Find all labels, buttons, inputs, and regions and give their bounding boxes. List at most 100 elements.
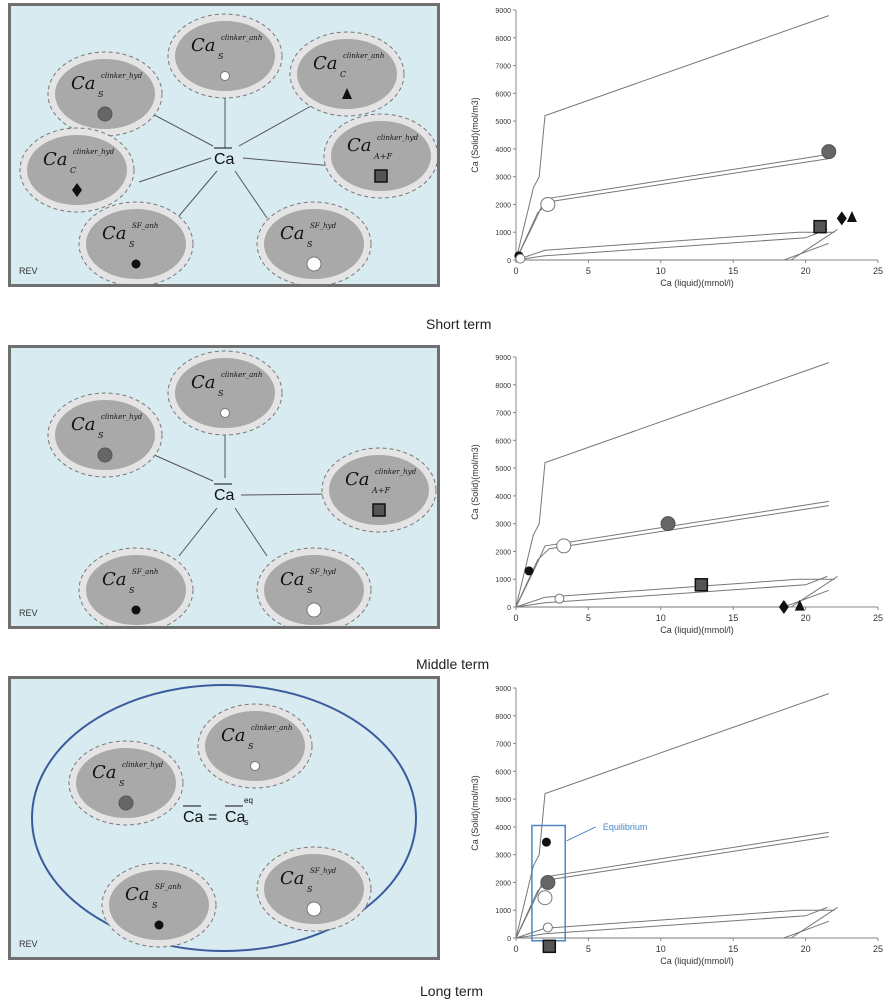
phase-subscript: C [340, 70, 346, 79]
phase-superscript: SF_anh [132, 222, 158, 230]
phase-label: Ca [280, 868, 305, 889]
plot-long: 0 1000 2000 3000 4000 5000 6000 7000 8000 9000 0 5 1… [464, 680, 884, 980]
y-tick-label: 2000 [495, 202, 511, 209]
circle-black-marker [154, 920, 164, 930]
y-tick-label: 7000 [495, 64, 511, 71]
svg-text:eq: eq [244, 796, 253, 805]
caption-long: Long term [420, 983, 484, 999]
equilibrium-label: Equilibrium [603, 822, 648, 832]
phase-label: Ca [347, 135, 372, 156]
y-tick-label: 3000 [495, 522, 511, 529]
x-tick-label: 20 [801, 266, 811, 276]
phase-superscript: clinker_hyd [122, 761, 164, 769]
circle-black-marker [131, 259, 141, 269]
arrows [138, 98, 334, 219]
equilibrium-ellipse [31, 684, 417, 952]
circle-white-marker [306, 256, 322, 272]
phase-superscript: clinker_hyd [101, 413, 143, 421]
axes: 0 1000 2000 3000 4000 5000 6000 7000 8000 9000 0 5 1… [495, 8, 883, 276]
phase-subscript: S [119, 779, 125, 788]
rev-label: REV [19, 266, 38, 276]
equilibrium-curve [515, 500, 829, 608]
rev-label: REV [19, 939, 38, 949]
phase-ellipse-afp-hyd: Ca clinker_hyd A+F [323, 113, 437, 199]
y-tick-label: 9000 [495, 686, 511, 693]
circle-white-marker [306, 602, 322, 618]
circle-white-small-marker [250, 761, 260, 771]
equilibrium-curve [523, 920, 829, 939]
phase-superscript: clinker_anh [221, 371, 262, 379]
equilibrium-curve [515, 362, 829, 608]
y-tick-label: 3000 [495, 175, 511, 182]
equilibrium-curve [515, 228, 828, 261]
phase-ellipse-clinker-hyd: Ca clinker_hyd S [68, 740, 184, 826]
caption-short: Short term [426, 316, 492, 332]
equilibrium-curve [523, 242, 829, 261]
arrows [142, 432, 334, 557]
x-tick-label: 25 [873, 266, 883, 276]
equilibrium-curve [515, 153, 829, 261]
phase-superscript: clinker_anh [251, 724, 292, 732]
y-tick-label: 4000 [495, 147, 511, 154]
square-marker [694, 578, 709, 592]
phase-label: Ca [191, 372, 216, 393]
equilibrium-curve [515, 15, 829, 261]
y-tick-label: 4000 [495, 825, 511, 832]
phase-subscript: S [307, 586, 313, 595]
circle-gray-marker [97, 106, 113, 122]
equilibrium-curve [515, 575, 828, 608]
x-axis-label: Ca (liquid)(mmol/l) [660, 625, 734, 635]
circle-black-marker [541, 837, 551, 847]
phase-superscript: clinker_anh [343, 52, 384, 60]
svg-text:Ca: Ca [183, 809, 204, 826]
caption-middle: Middle term [416, 656, 490, 672]
axes: 0 1000 2000 3000 4000 5000 6000 7000 8000 9000 0 5 1… [495, 355, 883, 623]
phase-ellipse-sf-anh: Ca SF_anh S [101, 862, 217, 948]
square-marker [542, 939, 557, 954]
circle-black-marker [524, 566, 534, 576]
y-tick-label: 1000 [495, 577, 511, 584]
rev-label: REV [19, 608, 38, 618]
x-tick-label: 15 [728, 944, 738, 954]
x-tick-label: 10 [656, 944, 666, 954]
phase-ellipse-clinker-hyd: Ca clinker_hyd S [47, 392, 163, 478]
x-axis-label: Ca (liquid)(mmol/l) [660, 278, 734, 288]
x-tick-label: 5 [586, 944, 591, 954]
equilibrium-curve [515, 906, 828, 939]
phase-ellipse-clinker-anh: Ca clinker_anh S [167, 350, 283, 436]
circle-white-small-marker [220, 408, 230, 418]
y-tick-label: 7000 [495, 742, 511, 749]
phase-subscript: C [70, 166, 76, 175]
phase-superscript: clinker_hyd [375, 468, 417, 476]
circle-gray-marker [118, 795, 134, 811]
square-marker [374, 169, 388, 183]
y-tick-label: 0 [507, 605, 511, 612]
phase-label: Ca [92, 762, 117, 783]
center-ca-label: Ca [214, 487, 235, 504]
phase-superscript: clinker_anh [221, 34, 262, 42]
phase-subscript: S [129, 586, 135, 595]
phase-label: Ca [221, 725, 246, 746]
x-tick-label: 0 [513, 944, 518, 954]
phase-label: Ca [313, 53, 338, 74]
phase-subscript: S [152, 901, 158, 910]
phase-ellipse-c-anh: Ca clinker_anh C [289, 31, 405, 117]
y-tick-label: 3000 [495, 853, 511, 860]
rev-panel-middle: Ca clinker_anh S Ca clinker_hyd S Ca clinker_hy… [8, 345, 440, 629]
phase-superscript: clinker_hyd [73, 148, 115, 156]
diamond-marker [836, 211, 847, 226]
y-tick-label: 2000 [495, 880, 511, 887]
y-tick-label: 1000 [495, 230, 511, 237]
phase-label: Ca [191, 35, 216, 56]
phase-superscript: SF_anh [155, 883, 181, 891]
triangle-marker [846, 210, 857, 222]
phase-ellipse-clinker-hyd: Ca clinker_hyd S [47, 51, 163, 137]
y-tick-label: 5000 [495, 466, 511, 473]
phase-superscript: SF_hyd [310, 867, 337, 875]
phase-ellipse-sf-anh: Ca SF_anh S [78, 201, 194, 284]
